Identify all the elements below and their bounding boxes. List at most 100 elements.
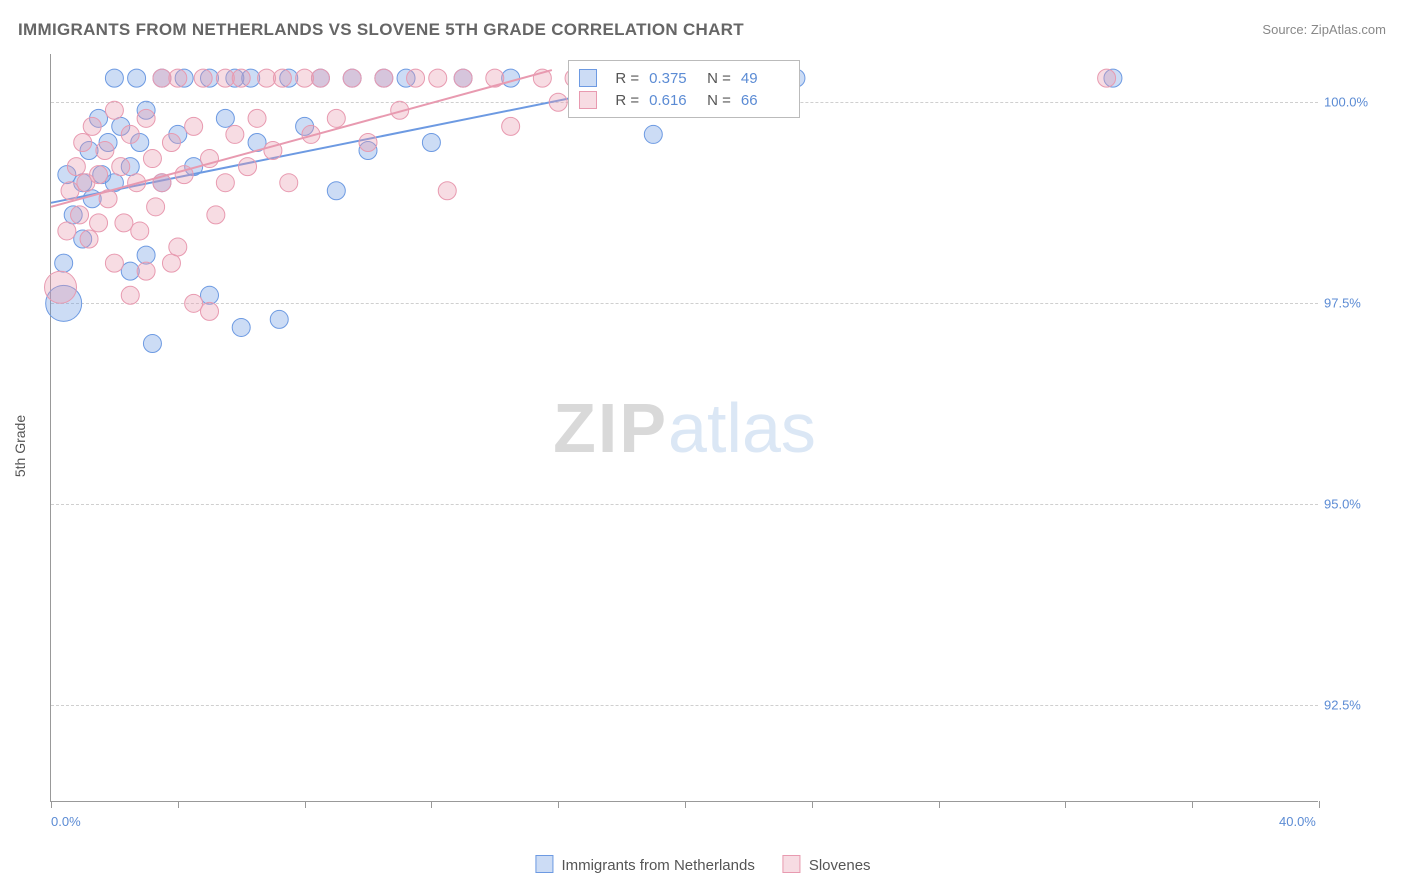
y-tick-label: 100.0% (1324, 95, 1384, 110)
scatter-point (121, 262, 139, 280)
scatter-point (226, 125, 244, 143)
scatter-point (216, 69, 234, 87)
scatter-point (83, 117, 101, 135)
plot-area: ZIPatlas 92.5%95.0%97.5%100.0%0.0%40.0%R… (50, 54, 1318, 802)
scatter-point (258, 69, 276, 87)
legend-bottom: Immigrants from Netherlands Slovenes (535, 855, 870, 874)
scatter-point (169, 69, 187, 87)
scatter-point (74, 133, 92, 151)
scatter-point (194, 69, 212, 87)
scatter-point (1098, 69, 1116, 87)
legend-r-value: 0.616 (649, 92, 697, 109)
scatter-point (80, 230, 98, 248)
scatter-point (201, 286, 219, 304)
x-tick (1065, 801, 1066, 808)
scatter-point (45, 271, 77, 303)
scatter-point (162, 254, 180, 272)
legend-row: R = 0.375 N = 49 (579, 67, 789, 89)
scatter-point (143, 335, 161, 353)
legend-swatch (783, 855, 801, 873)
scatter-point (359, 133, 377, 151)
scatter-point (273, 69, 291, 87)
scatter-point (549, 93, 567, 111)
y-tick-label: 92.5% (1324, 698, 1384, 713)
x-tick (558, 801, 559, 808)
scatter-point (131, 222, 149, 240)
scatter-point (207, 206, 225, 224)
scatter-point (327, 109, 345, 127)
legend-r-value: 0.375 (649, 70, 697, 87)
legend-r-label: R = (615, 92, 639, 109)
legend-n-label: N = (707, 70, 731, 87)
scatter-point (115, 214, 133, 232)
legend-n-value: 49 (741, 70, 789, 87)
legend-label: Slovenes (809, 857, 871, 874)
scatter-point (58, 222, 76, 240)
x-tick (685, 801, 686, 808)
scatter-point (185, 117, 203, 135)
scatter-point (71, 206, 89, 224)
scatter-point (311, 69, 329, 87)
legend-row: R = 0.616 N = 66 (579, 89, 789, 111)
scatter-point (454, 69, 472, 87)
x-tick-label: 0.0% (51, 814, 81, 829)
source-label: Source: (1262, 22, 1307, 37)
x-tick (431, 801, 432, 808)
scatter-point (137, 246, 155, 264)
scatter-point (232, 318, 250, 336)
legend-label: Immigrants from Netherlands (561, 857, 754, 874)
scatter-point (137, 262, 155, 280)
x-tick (51, 801, 52, 808)
scatter-point (121, 286, 139, 304)
legend-item: Immigrants from Netherlands (535, 855, 754, 874)
scatter-point (137, 109, 155, 127)
scatter-point (121, 125, 139, 143)
scatter-point (147, 198, 165, 216)
x-tick (178, 801, 179, 808)
scatter-point (438, 182, 456, 200)
scatter-point (216, 109, 234, 127)
legend-swatch (579, 69, 597, 87)
scatter-svg (51, 54, 1319, 802)
source-attr: Source: ZipAtlas.com (1262, 22, 1386, 37)
x-tick (939, 801, 940, 808)
scatter-point (105, 69, 123, 87)
legend-n-label: N = (707, 92, 731, 109)
legend-swatch (535, 855, 553, 873)
scatter-point (96, 142, 114, 160)
legend-r-label: R = (615, 70, 639, 87)
scatter-point (429, 69, 447, 87)
scatter-point (343, 69, 361, 87)
scatter-point (55, 254, 73, 272)
scatter-point (270, 310, 288, 328)
chart-title: IMMIGRANTS FROM NETHERLANDS VS SLOVENE 5… (18, 20, 744, 40)
scatter-point (239, 158, 257, 176)
x-tick (1319, 801, 1320, 808)
legend-swatch (579, 91, 597, 109)
x-tick (812, 801, 813, 808)
scatter-point (502, 69, 520, 87)
scatter-point (375, 69, 393, 87)
scatter-point (90, 166, 108, 184)
scatter-point (143, 150, 161, 168)
x-tick (305, 801, 306, 808)
plot-wrap: ZIPatlas 92.5%95.0%97.5%100.0%0.0%40.0%R… (50, 54, 1388, 832)
legend-box: R = 0.375 N = 49 R = 0.616 N = 66 (568, 60, 800, 118)
scatter-point (296, 69, 314, 87)
scatter-point (280, 174, 298, 192)
scatter-point (153, 69, 171, 87)
scatter-point (502, 117, 520, 135)
scatter-point (216, 174, 234, 192)
scatter-point (162, 133, 180, 151)
scatter-point (232, 69, 250, 87)
scatter-point (644, 125, 662, 143)
legend-n-value: 66 (741, 92, 789, 109)
scatter-point (169, 238, 187, 256)
scatter-point (327, 182, 345, 200)
source-link[interactable]: ZipAtlas.com (1311, 22, 1386, 37)
legend-item: Slovenes (783, 855, 871, 874)
scatter-point (201, 302, 219, 320)
y-axis-label: 5th Grade (12, 415, 28, 477)
y-tick-label: 95.0% (1324, 497, 1384, 512)
scatter-point (105, 101, 123, 119)
